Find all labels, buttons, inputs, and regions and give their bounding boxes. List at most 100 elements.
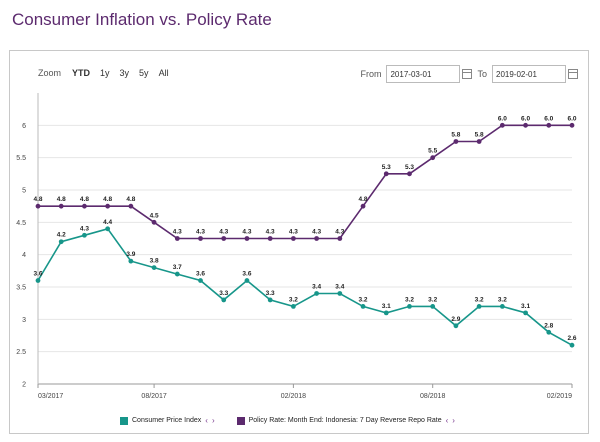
data-point-policy-rate	[267, 236, 273, 241]
x-tick-label: 02/2018	[281, 393, 306, 400]
data-label-cpi: 3.2	[475, 296, 484, 303]
data-label-policy-rate: 4.8	[57, 196, 66, 203]
data-label-policy-rate: 4.3	[196, 229, 205, 236]
data-label-policy-rate: 5.8	[475, 132, 484, 139]
data-point-policy-rate	[244, 236, 250, 241]
data-label-policy-rate: 6.0	[521, 115, 530, 122]
zoom-5y-button[interactable]: 5y	[139, 68, 149, 78]
data-label-cpi: 2.9	[451, 316, 460, 323]
data-label-cpi: 3.2	[289, 296, 298, 303]
data-label-policy-rate: 6.0	[567, 115, 576, 122]
data-label-policy-rate: 4.5	[150, 212, 159, 219]
data-point-cpi	[221, 297, 227, 303]
data-label-policy-rate: 6.0	[498, 115, 507, 122]
data-point-cpi	[244, 278, 250, 283]
data-point-cpi	[523, 310, 528, 316]
data-point-policy-rate	[407, 171, 412, 177]
to-label: To	[477, 69, 487, 79]
data-point-cpi	[58, 239, 64, 245]
data-point-policy-rate	[337, 236, 343, 241]
legend-item-policy-rate[interactable]: Policy Rate: Month End: Indonesia: 7 Day…	[236, 416, 455, 425]
data-point-policy-rate	[546, 122, 552, 128]
data-label-policy-rate: 4.3	[242, 229, 251, 236]
data-label-policy-rate: 4.3	[266, 229, 275, 236]
from-label: From	[360, 69, 382, 79]
data-point-policy-rate	[523, 122, 528, 128]
y-tick-label: 5.5	[16, 155, 26, 162]
legend-swatch-cpi	[120, 416, 128, 425]
data-label-cpi: 3.6	[196, 271, 205, 278]
data-point-policy-rate	[383, 171, 389, 177]
chevron-right-icon[interactable]: ›	[452, 416, 455, 425]
data-label-policy-rate: 5.3	[405, 164, 414, 171]
data-label-cpi: 4.4	[103, 219, 112, 226]
data-label-cpi: 3.4	[312, 283, 321, 290]
data-point-policy-rate	[35, 203, 41, 209]
data-label-cpi: 3.2	[405, 296, 414, 303]
calendar-icon[interactable]	[462, 69, 473, 79]
data-label-policy-rate: 4.3	[335, 229, 344, 236]
calendar-icon[interactable]	[568, 69, 578, 79]
zoom-1y-button[interactable]: 1y	[100, 68, 110, 78]
chevron-right-icon[interactable]: ›	[211, 416, 215, 425]
data-point-cpi	[453, 323, 459, 329]
data-label-policy-rate: 4.8	[359, 196, 368, 203]
data-point-cpi	[198, 278, 203, 283]
data-point-policy-rate	[360, 203, 366, 209]
data-label-cpi: 3.2	[498, 296, 507, 303]
data-point-cpi	[151, 265, 157, 270]
series-line-policy-rate	[38, 124, 572, 240]
y-tick-label: 2	[22, 382, 26, 389]
data-label-policy-rate: 5.5	[428, 148, 437, 155]
data-label-cpi: 3.9	[126, 251, 135, 258]
data-point-cpi	[476, 304, 482, 309]
zoom-all-button[interactable]: All	[158, 68, 169, 78]
data-point-cpi	[174, 271, 180, 277]
data-label-policy-rate: 4.3	[312, 229, 321, 236]
data-label-cpi: 3.1	[382, 303, 391, 310]
zoom-3y-button[interactable]: 3y	[119, 68, 130, 78]
data-label-cpi: 3.3	[219, 290, 228, 297]
data-point-policy-rate	[453, 139, 459, 144]
page-title: Consumer Inflation vs. Policy Rate	[12, 10, 272, 29]
data-label-policy-rate: 5.3	[382, 164, 391, 171]
data-point-cpi	[314, 291, 320, 296]
zoom-label: Zoom	[38, 68, 62, 78]
data-point-cpi	[128, 258, 134, 264]
data-label-cpi: 3.2	[359, 296, 368, 303]
data-label-cpi: 2.8	[544, 322, 553, 329]
data-point-cpi	[105, 226, 111, 232]
legend-item-cpi[interactable]: Consumer Price Index ‹ ›	[120, 416, 215, 425]
data-label-policy-rate: 4.3	[289, 229, 298, 236]
data-point-policy-rate	[430, 155, 436, 161]
data-point-policy-rate	[58, 203, 64, 209]
data-point-cpi	[407, 304, 412, 309]
zoom-ytd-button[interactable]: YTD	[72, 68, 91, 78]
x-tick-label: 03/2017	[38, 393, 63, 400]
chevron-left-icon[interactable]: ‹	[445, 416, 449, 425]
data-label-cpi: 3.7	[173, 264, 182, 271]
x-tick-label: 02/2019	[547, 393, 572, 400]
zoom-bar: Zoom YTD 1y 3y 5y All	[38, 67, 174, 79]
data-point-policy-rate	[569, 122, 575, 128]
legend-label-policy-rate: Policy Rate: Month End: Indonesia: 7 Day…	[248, 417, 442, 424]
data-point-policy-rate	[151, 219, 157, 225]
from-date-input[interactable]	[386, 65, 461, 83]
data-point-cpi	[290, 304, 296, 309]
chart-frame: Zoom YTD 1y 3y 5y All From To 2 2.5 3 3.5 4 4…	[9, 50, 589, 434]
data-label-policy-rate: 6.0	[544, 115, 553, 122]
to-date-input[interactable]	[492, 65, 566, 83]
data-label-cpi: 3.4	[335, 283, 344, 290]
data-label-policy-rate: 4.8	[126, 196, 135, 203]
legend: Consumer Price Index ‹ › Policy Rate: Mo…	[120, 416, 477, 425]
data-point-cpi	[499, 304, 505, 309]
x-tick-label: 08/2017	[141, 393, 166, 400]
data-point-policy-rate	[198, 236, 203, 241]
data-point-cpi	[267, 297, 273, 303]
data-point-cpi	[546, 329, 552, 335]
data-point-policy-rate	[105, 203, 111, 209]
y-tick-label: 2.5	[16, 349, 26, 356]
data-label-policy-rate: 4.8	[103, 196, 112, 203]
chevron-left-icon[interactable]: ‹	[205, 416, 208, 425]
y-tick-label: 5	[22, 188, 26, 195]
